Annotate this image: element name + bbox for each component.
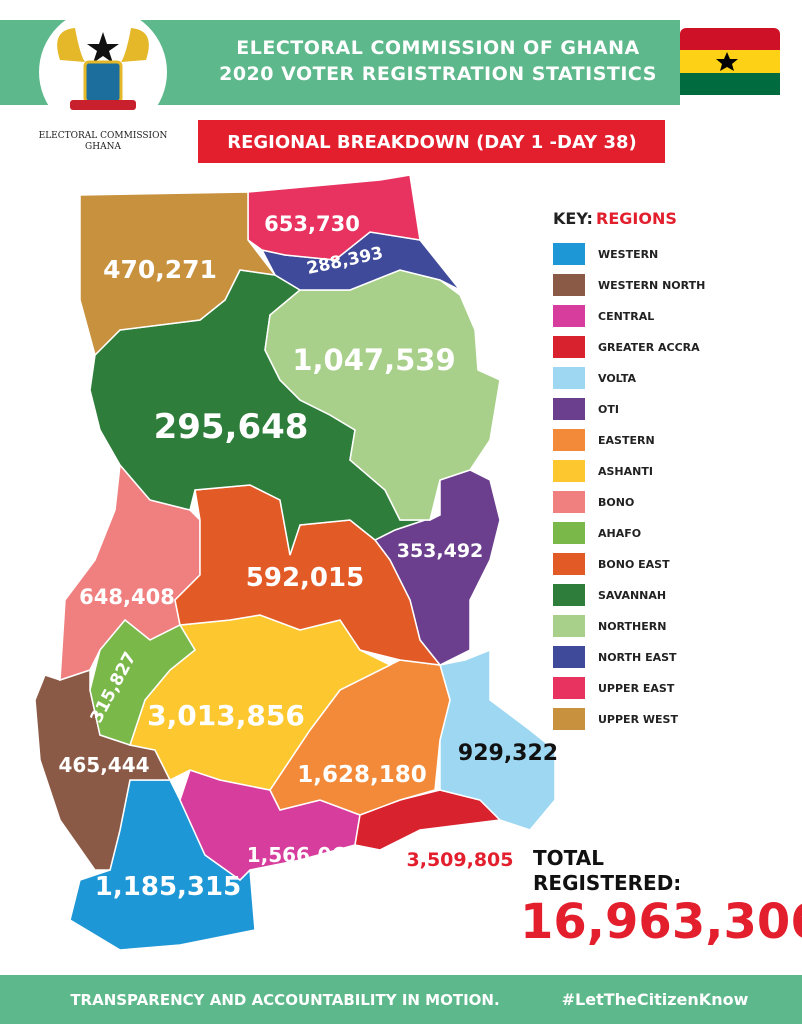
legend-swatch: [553, 553, 585, 575]
footer-slogan: TRANSPARENCY AND ACCOUNTABILITY IN MOTIO…: [70, 991, 499, 1009]
legend-label: SAVANNAH: [598, 589, 666, 602]
header-title: 2020 VOTER REGISTRATION STATISTICS: [219, 63, 657, 85]
region-value: 592,015: [246, 563, 364, 593]
legend-swatch: [553, 522, 585, 544]
subtitle-box: [198, 120, 665, 163]
legend-label: BONO EAST: [598, 558, 670, 571]
region-shape: [34, 668, 172, 871]
region-value: 295,648: [154, 407, 309, 447]
legend-swatch: [553, 615, 585, 637]
legend-label: GREATER ACCRA: [598, 341, 700, 354]
region-value: 1,566,061: [247, 843, 360, 867]
region-shape: [264, 269, 501, 521]
region-shape: [89, 618, 196, 746]
region-value: 1,047,539: [292, 343, 455, 377]
region-value: 653,730: [264, 212, 360, 236]
region-value: 465,444: [58, 753, 149, 777]
legend-swatch: [553, 367, 585, 389]
legend-swatch: [553, 274, 585, 296]
legend-label: UPPER WEST: [598, 713, 678, 726]
legend-label: CENTRAL: [598, 310, 654, 323]
region-value: 470,271: [103, 255, 217, 284]
legend-label: OTI: [598, 403, 619, 416]
map: 1,185,315 465,444 1,566,061 3,509,805 929,32…: [34, 174, 558, 951]
region-shape: [79, 191, 277, 357]
legend-label: AHAFO: [598, 527, 641, 540]
legend-swatch: [553, 584, 585, 606]
region-shape: [247, 174, 421, 261]
legend-swatch: [553, 491, 585, 513]
legend-swatch: [553, 243, 585, 265]
legend-swatch: [553, 460, 585, 482]
region-value: 353,492: [397, 540, 484, 562]
legend: WESTERN WESTERN NORTH CENTRAL GREATER ACCRA…: [553, 243, 705, 730]
legend-label: BONO: [598, 496, 634, 509]
legend-label: EASTERN: [598, 434, 655, 447]
total-label: REGISTERED:: [533, 871, 681, 895]
region-value: 1,185,315: [95, 872, 241, 902]
subtitle: REGIONAL BREAKDOWN (DAY 1 -DAY 38): [227, 132, 637, 153]
legend-label: WESTERN NORTH: [598, 279, 705, 292]
footer-band: [0, 975, 802, 1024]
legend-swatch: [553, 429, 585, 451]
total-label: TOTAL: [533, 846, 604, 870]
legend-label: NORTH EAST: [598, 651, 677, 664]
region-value: 929,322: [458, 741, 558, 766]
legend-label: WESTERN: [598, 248, 658, 261]
legend-label: VOLTA: [598, 372, 637, 385]
region-value: 648,408: [79, 585, 175, 609]
legend-swatch: [553, 646, 585, 668]
footer-hashtag: #LetTheCitizenKnow: [562, 990, 749, 1009]
legend-label: ASHANTI: [598, 465, 653, 478]
legend-swatch: [553, 677, 585, 699]
region-value: 1,628,180: [297, 762, 427, 788]
key-label: KEY:: [553, 209, 593, 228]
legend-swatch: [553, 708, 585, 730]
legend-label: NORTHERN: [598, 620, 666, 633]
logo-caption: GHANA: [85, 142, 121, 152]
region-value: 3,509,805: [407, 849, 514, 871]
legend-swatch: [553, 398, 585, 420]
region-value: 3,013,856: [147, 699, 305, 732]
key-title: REGIONS: [596, 209, 677, 228]
logo-caption: ELECTORAL COMMISSION: [39, 131, 168, 141]
legend-swatch: [553, 305, 585, 327]
total-value: 16,963,306: [520, 894, 802, 950]
legend-swatch: [553, 336, 585, 358]
logo: [57, 28, 149, 110]
region-shape: [439, 648, 556, 831]
legend-label: UPPER EAST: [598, 682, 675, 695]
header-title: ELECTORAL COMMISSION OF GHANA: [236, 37, 639, 59]
flag: [680, 28, 780, 95]
